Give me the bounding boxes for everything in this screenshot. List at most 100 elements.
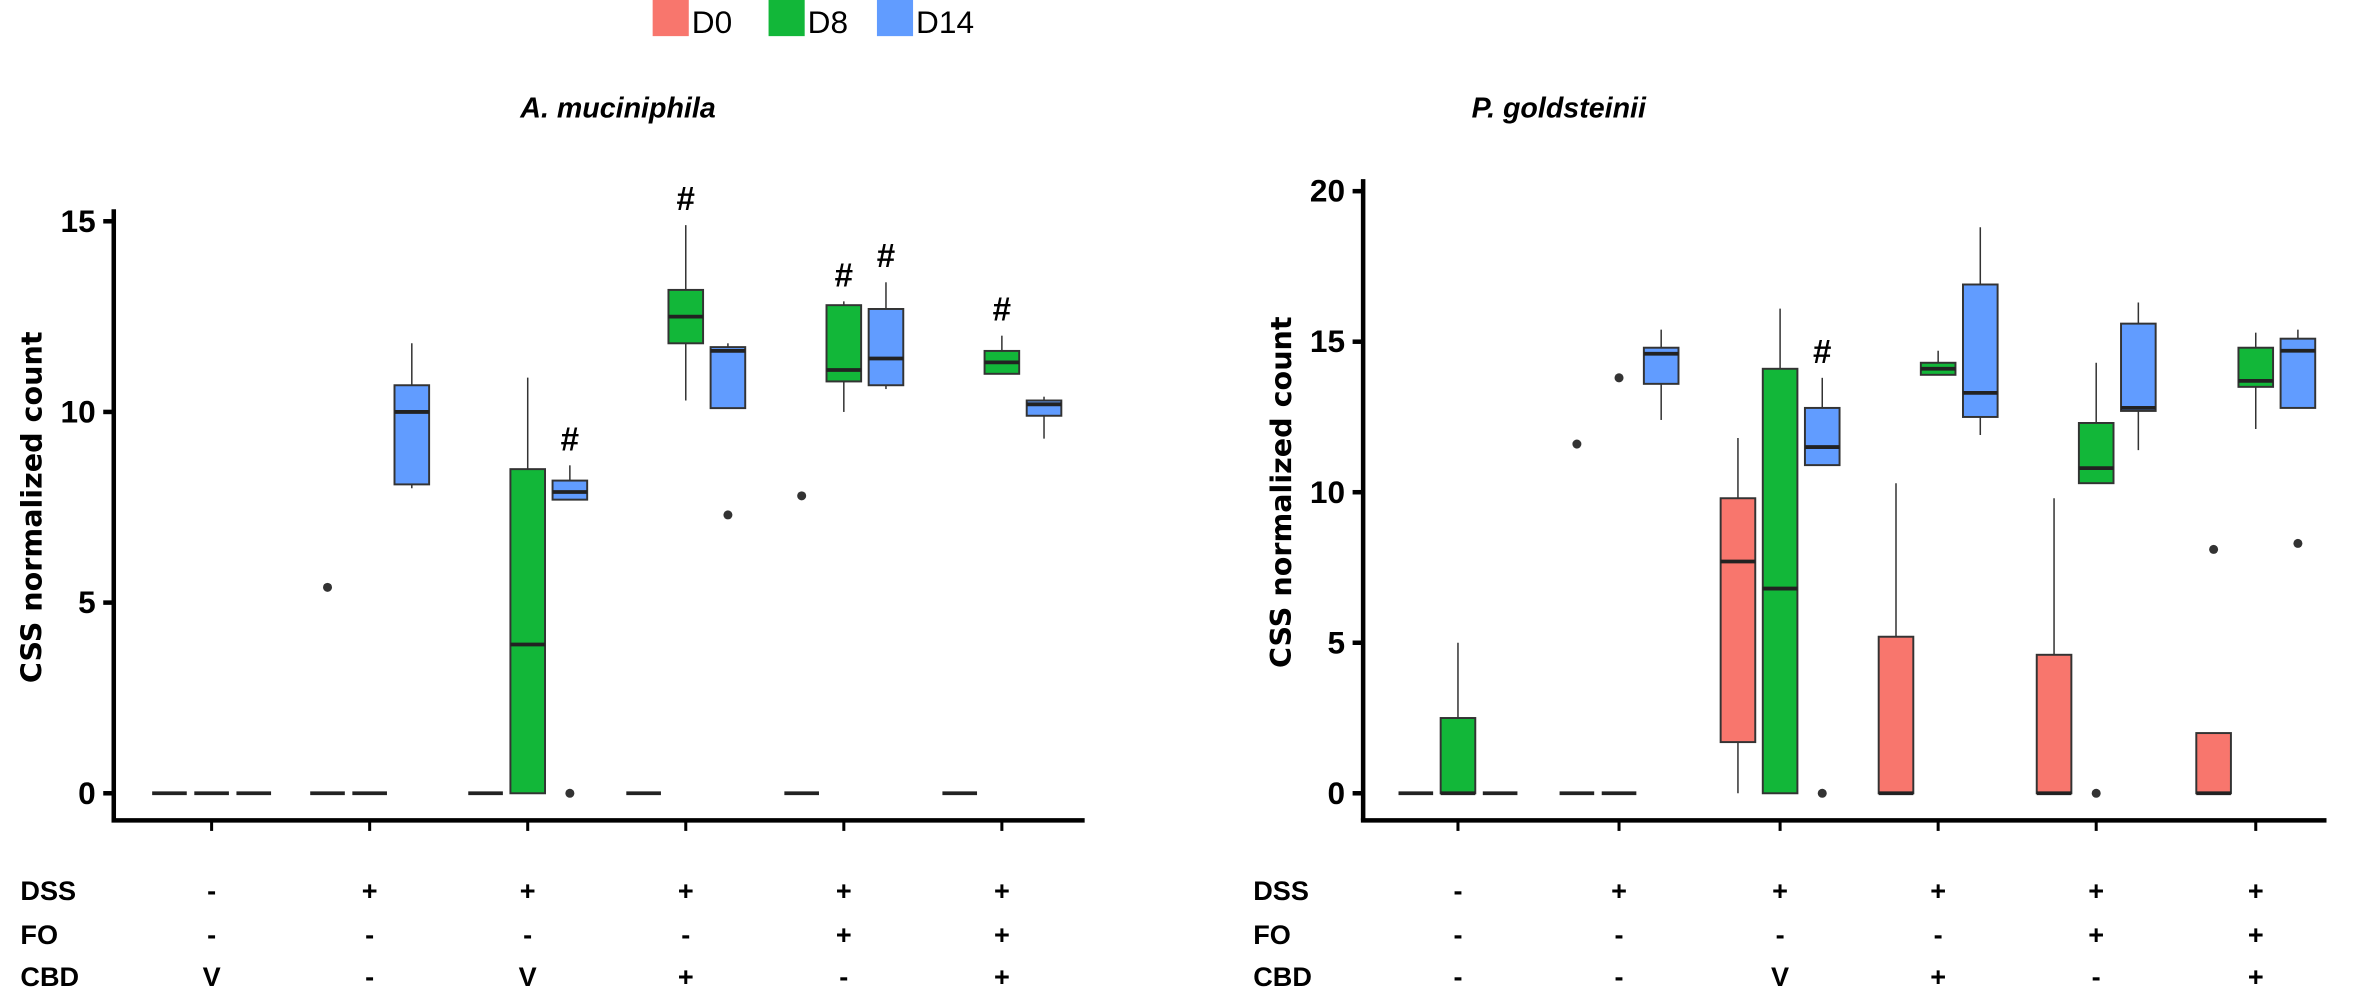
y-tick-label: 10 xyxy=(1310,474,1345,510)
outlier-point xyxy=(565,788,575,798)
box-d8-group-4 xyxy=(1919,350,1957,376)
treatment-value-dss: - xyxy=(207,875,216,906)
box xyxy=(393,384,431,486)
treatment-value-cbd: - xyxy=(1615,961,1624,992)
box-d14-group-2 xyxy=(393,343,431,489)
box-d14-group-5 xyxy=(2120,302,2157,451)
box xyxy=(709,346,747,410)
treatment-value-dss: - xyxy=(1453,875,1462,906)
treatment-value-dss: + xyxy=(1611,875,1627,906)
box-d0-group-6 xyxy=(2195,544,2232,796)
box-d14-group-4 xyxy=(1962,227,1999,436)
treatment-value-dss: + xyxy=(2088,875,2104,906)
box-d0-group-4 xyxy=(1877,483,1915,796)
outlier-point xyxy=(723,510,733,520)
box xyxy=(1803,406,1841,467)
box xyxy=(509,468,547,795)
box-d8-group-3 xyxy=(1761,308,1799,795)
treatment-value-cbd: V xyxy=(203,961,221,992)
significance-mark: # xyxy=(835,257,853,294)
outlier-point xyxy=(797,491,807,501)
treatment-value-dss: + xyxy=(1930,875,1946,906)
treatment-value-cbd: - xyxy=(365,961,374,992)
legend-label-d14: D14 xyxy=(916,4,974,40)
legend-label-d0: D0 xyxy=(692,4,732,40)
treatment-value-fo: - xyxy=(681,919,690,950)
box-d0-group-5 xyxy=(2035,498,2073,796)
y-axis-label: CSS normalized count xyxy=(15,331,49,683)
treatment-value-fo: - xyxy=(1776,919,1785,950)
treatment-label-dss: DSS xyxy=(20,875,76,906)
box-d8-group-5: # xyxy=(825,257,863,412)
y-tick-label: 5 xyxy=(1327,624,1345,660)
treatment-value-cbd: - xyxy=(2092,961,2101,992)
box-d0-group-2 xyxy=(310,582,345,796)
box xyxy=(1719,497,1757,744)
y-tick-label: 0 xyxy=(78,775,96,811)
legend-swatch-d8 xyxy=(768,0,805,37)
outlier-point xyxy=(1614,373,1624,383)
y-tick-label: 20 xyxy=(1310,173,1345,209)
treatment-value-dss: + xyxy=(362,875,378,906)
outlier-point xyxy=(1817,788,1827,798)
y-axis-label: CSS normalized count xyxy=(1264,316,1298,668)
significance-mark: # xyxy=(877,238,895,275)
box-d8-group-6 xyxy=(2237,332,2275,429)
box-d14-group-3: # xyxy=(1803,334,1841,798)
treatment-value-fo: - xyxy=(1615,919,1624,950)
y-tick-label: 10 xyxy=(61,393,96,429)
box-d8-group-1 xyxy=(1439,642,1477,796)
treatment-label-dss: DSS xyxy=(1253,875,1309,906)
outlier-point xyxy=(2293,538,2303,548)
treatment-value-cbd: + xyxy=(2248,961,2264,992)
treatment-value-cbd: V xyxy=(1771,961,1789,992)
box-d8-group-6: # xyxy=(983,292,1021,375)
outlier-point xyxy=(1572,439,1582,449)
box-d8-group-3 xyxy=(509,377,547,795)
treatment-value-cbd: + xyxy=(678,961,694,992)
y-tick-label: 15 xyxy=(61,203,96,239)
treatment-value-cbd: + xyxy=(1930,961,1946,992)
legend-swatch-d0 xyxy=(652,0,689,37)
treatment-label-fo: FO xyxy=(20,919,58,950)
treatment-value-dss: + xyxy=(1772,875,1788,906)
chart-title: P. goldsteinii xyxy=(1472,92,1647,124)
treatment-value-fo: + xyxy=(994,919,1010,950)
treatment-value-fo: + xyxy=(836,919,852,950)
treatment-value-cbd: V xyxy=(519,961,537,992)
box xyxy=(867,308,905,387)
treatment-value-dss: + xyxy=(2248,875,2264,906)
box xyxy=(2035,653,2073,795)
legend-swatch-d14 xyxy=(876,0,914,37)
treatment-value-fo: - xyxy=(207,919,216,950)
treatment-value-fo: - xyxy=(1934,919,1943,950)
treatment-value-cbd: - xyxy=(839,961,848,992)
box xyxy=(2120,322,2157,412)
box-d0-group-3 xyxy=(1719,438,1757,794)
treatment-value-dss: + xyxy=(836,875,852,906)
panel-p-goldsteinii: P. goldsteinii CSS normalized count 0 5 10 15… xyxy=(1253,92,2327,992)
box-d14-group-6 xyxy=(1025,396,1063,439)
box xyxy=(1761,367,1799,795)
y-tick-label: 0 xyxy=(1327,775,1345,811)
treatment-value-fo: - xyxy=(1453,919,1462,950)
box xyxy=(2077,422,2115,485)
legend: D0 D8 D14 xyxy=(652,0,974,40)
y-tick-label: 5 xyxy=(78,584,96,620)
box-d14-group-2 xyxy=(1642,329,1680,420)
treatment-label-fo: FO xyxy=(1253,919,1291,950)
treatment-value-dss: + xyxy=(994,875,1010,906)
box-d0-group-5 xyxy=(784,491,819,796)
box-d14-group-6 xyxy=(2279,329,2317,548)
box xyxy=(1962,283,1999,418)
box-d8-group-2 xyxy=(1601,373,1637,796)
panel-a-muciniphila: A. muciniphila CSS normalized count 0 5 10 15… xyxy=(15,92,1085,992)
box xyxy=(1439,717,1477,795)
treatment-value-cbd: + xyxy=(994,961,1010,992)
box xyxy=(551,479,589,501)
box xyxy=(1877,635,1915,795)
treatment-value-fo: + xyxy=(2088,919,2104,950)
box-d8-group-4: # xyxy=(667,181,705,401)
treatment-value-dss: + xyxy=(678,875,694,906)
